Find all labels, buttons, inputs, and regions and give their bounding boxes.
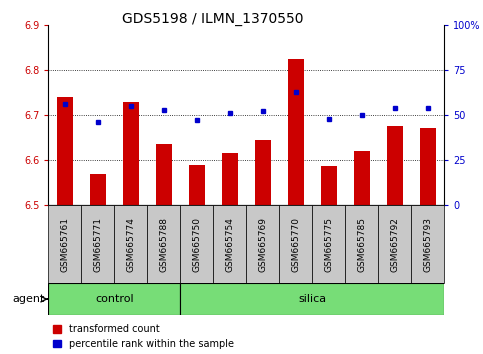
Bar — [279, 205, 313, 283]
Bar — [222, 153, 238, 205]
Legend: transformed count, percentile rank within the sample: transformed count, percentile rank withi… — [53, 324, 234, 349]
Text: GSM665754: GSM665754 — [226, 217, 234, 272]
Bar — [412, 205, 444, 283]
Bar — [354, 151, 370, 205]
Bar — [180, 205, 213, 283]
Text: silica: silica — [298, 294, 327, 304]
Bar — [114, 205, 147, 283]
Bar — [156, 144, 172, 205]
Bar — [48, 283, 180, 315]
Bar — [420, 128, 436, 205]
Bar — [180, 283, 444, 315]
Text: GDS5198 / ILMN_1370550: GDS5198 / ILMN_1370550 — [122, 12, 303, 27]
Text: GSM665761: GSM665761 — [60, 217, 69, 272]
Text: agent: agent — [13, 294, 45, 304]
Text: GSM665793: GSM665793 — [424, 217, 432, 272]
Text: GSM665785: GSM665785 — [357, 217, 366, 272]
Bar — [287, 59, 304, 205]
Text: GSM665769: GSM665769 — [258, 217, 267, 272]
Bar — [188, 165, 205, 205]
Bar — [213, 205, 246, 283]
Bar — [57, 97, 73, 205]
Bar — [89, 174, 106, 205]
Bar — [255, 140, 271, 205]
Bar — [378, 205, 412, 283]
Bar — [81, 205, 114, 283]
Text: GSM665774: GSM665774 — [127, 217, 135, 272]
Text: GSM665750: GSM665750 — [192, 217, 201, 272]
Bar — [147, 205, 180, 283]
Bar — [246, 205, 279, 283]
Text: control: control — [95, 294, 134, 304]
Text: GSM665788: GSM665788 — [159, 217, 168, 272]
Text: GSM665770: GSM665770 — [291, 217, 300, 272]
Bar — [48, 205, 81, 283]
Bar — [313, 205, 345, 283]
Bar — [386, 126, 403, 205]
Bar — [123, 102, 139, 205]
Text: GSM665775: GSM665775 — [325, 217, 333, 272]
Bar — [321, 166, 337, 205]
Bar — [345, 205, 378, 283]
Text: GSM665792: GSM665792 — [390, 217, 399, 272]
Text: GSM665771: GSM665771 — [93, 217, 102, 272]
